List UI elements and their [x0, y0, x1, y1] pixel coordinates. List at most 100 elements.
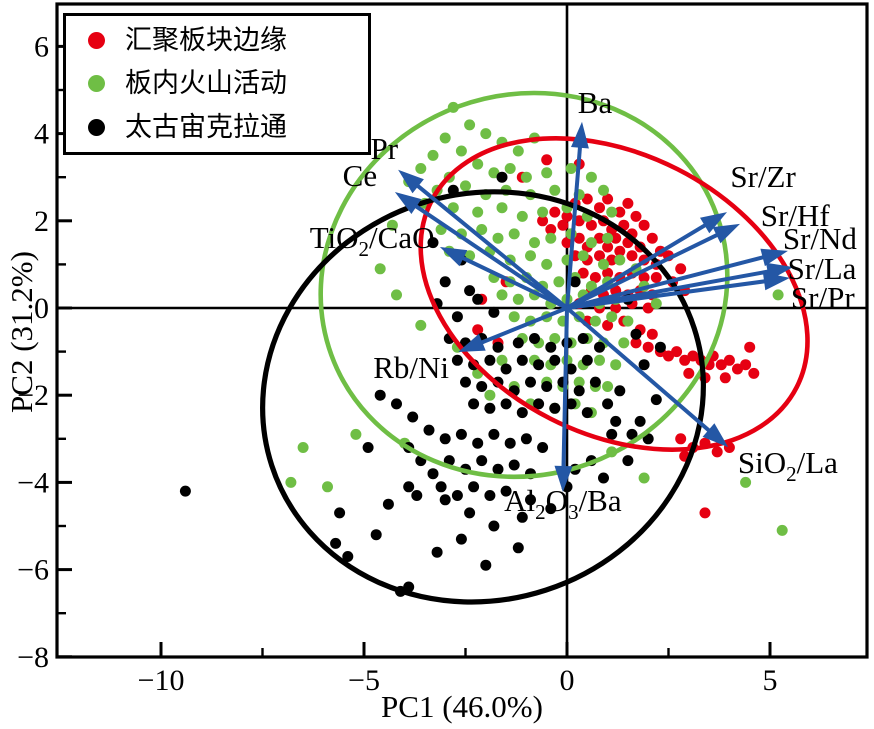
data-point	[427, 149, 439, 161]
data-point	[638, 272, 650, 283]
data-point	[630, 328, 642, 340]
data-point	[606, 311, 618, 323]
loading-label: Sr/Nd	[783, 221, 858, 256]
data-point	[541, 381, 553, 392]
data-point	[537, 206, 549, 218]
data-point	[464, 119, 476, 131]
data-point	[654, 341, 666, 353]
loading-label: Sr/Hf	[761, 198, 831, 233]
data-point	[549, 206, 561, 218]
data-point	[553, 276, 565, 288]
loading-arrow-TiO2/CaO	[439, 247, 568, 310]
data-point	[415, 319, 427, 331]
loading-label: Al2O3/Ba	[504, 483, 622, 524]
data-point	[581, 407, 593, 419]
x-tick-label: −5	[348, 664, 380, 697]
legend: 汇聚板块边缘 板内火山活动 太古宙克拉通	[63, 13, 371, 155]
data-point	[451, 354, 463, 366]
data-point	[488, 167, 500, 179]
data-point	[476, 381, 488, 392]
data-point	[472, 158, 484, 170]
data-point	[610, 302, 622, 314]
data-point	[581, 193, 593, 205]
data-point	[573, 232, 585, 244]
data-point	[557, 219, 569, 231]
loading-arrow-Pr	[398, 169, 569, 310]
x-axis-title: PC1 (46.0%)	[381, 689, 543, 724]
loading-arrow-Rb/Ni	[458, 306, 568, 352]
data-point	[594, 354, 605, 366]
data-point	[407, 411, 419, 423]
data-point	[663, 350, 674, 362]
axis-ticks: −10 −5 0 5 6 4 2 0 −2 −4 −6 −8	[17, 30, 777, 697]
data-point	[715, 359, 727, 371]
data-point	[618, 337, 630, 349]
data-point	[626, 428, 638, 440]
data-point	[525, 376, 536, 388]
data-point	[776, 524, 788, 536]
data-point	[541, 167, 553, 179]
data-point	[529, 237, 540, 249]
data-point	[594, 341, 605, 353]
data-point	[451, 490, 463, 501]
data-point	[577, 333, 589, 344]
data-point	[427, 237, 439, 249]
legend-label: 板内火山活动	[125, 68, 287, 99]
data-point	[614, 385, 626, 397]
data-point	[650, 272, 662, 283]
data-point	[472, 437, 484, 449]
data-point	[472, 324, 484, 336]
data-point	[350, 428, 362, 440]
data-point	[565, 398, 577, 410]
data-point	[525, 494, 536, 506]
data-point	[589, 315, 601, 327]
data-point	[630, 210, 642, 222]
data-point	[772, 289, 784, 301]
data-point	[687, 350, 699, 362]
loading-arrow-Sr/Pr	[566, 272, 790, 310]
data-point	[411, 490, 423, 501]
data-point	[525, 250, 536, 262]
loading-arrow-SiO2/La	[565, 306, 729, 448]
data-point	[480, 128, 492, 140]
data-point	[598, 472, 609, 484]
data-point	[439, 276, 451, 288]
data-point	[362, 442, 374, 453]
y-tick-label: −2	[17, 379, 49, 412]
data-point	[569, 276, 581, 288]
data-point	[512, 293, 524, 305]
data-point	[492, 341, 504, 353]
data-point	[740, 476, 752, 488]
data-point	[711, 446, 723, 458]
data-point	[516, 407, 528, 419]
data-point	[492, 232, 504, 244]
data-point	[602, 398, 614, 410]
data-point	[610, 359, 622, 371]
data-point	[179, 485, 191, 497]
data-point	[638, 359, 650, 371]
data-point	[439, 433, 451, 445]
data-point	[500, 485, 512, 497]
y-tick-label: −8	[17, 641, 49, 674]
data-point	[533, 398, 545, 410]
data-point	[374, 263, 386, 275]
legend-item-archean-craton: 太古宙克拉通	[88, 113, 364, 141]
data-point	[476, 224, 488, 235]
data-point	[460, 376, 471, 388]
data-point	[622, 197, 634, 209]
data-point	[650, 394, 662, 406]
data-point	[533, 359, 545, 371]
data-point	[683, 367, 695, 379]
data-point	[455, 145, 467, 157]
data-point	[391, 289, 402, 301]
data-point	[626, 250, 638, 262]
data-point	[488, 306, 500, 318]
data-point	[541, 258, 553, 270]
data-point	[472, 293, 484, 305]
loading-label: Ba	[578, 85, 613, 120]
loading-label: Rb/Ni	[373, 350, 449, 385]
y-tick-label: −6	[17, 554, 49, 587]
plot-frame	[55, 2, 869, 659]
legend-marker-green	[88, 75, 105, 93]
